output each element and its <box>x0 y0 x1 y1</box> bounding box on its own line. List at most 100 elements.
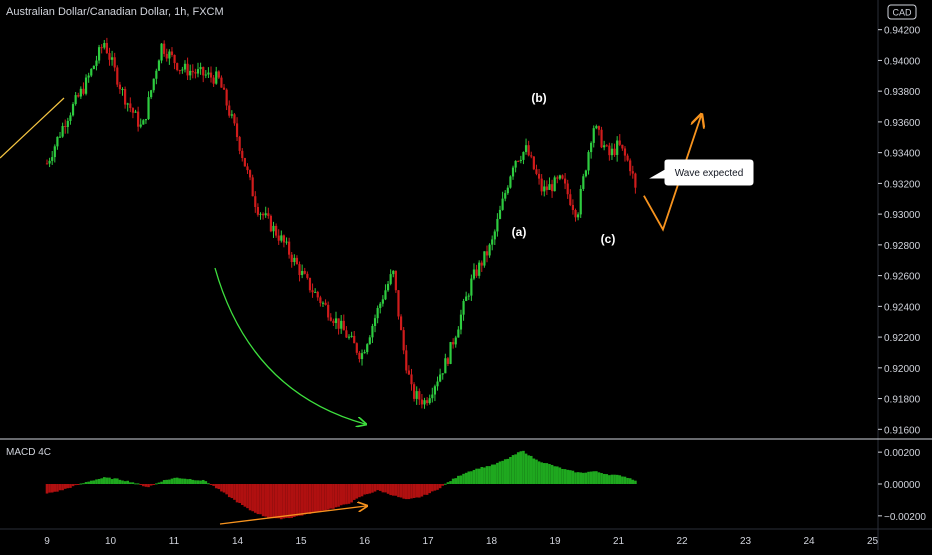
macd-bar <box>615 474 619 484</box>
candle <box>397 290 400 320</box>
macd-bar <box>282 484 286 519</box>
macd-bar <box>600 473 603 484</box>
macd-bar <box>563 469 567 484</box>
candle <box>379 301 382 314</box>
candle <box>353 330 356 344</box>
macd-bar <box>115 478 119 484</box>
projection-zigzag[interactable] <box>643 116 701 232</box>
trendline-drawing[interactable] <box>0 97 65 159</box>
price-tick-label: 0.94200 <box>884 26 921 37</box>
macd-bar <box>342 484 346 505</box>
candle <box>176 62 179 72</box>
macd-bar <box>207 483 210 485</box>
candle <box>465 291 468 302</box>
candle <box>131 107 135 119</box>
macd-bar <box>519 451 523 484</box>
candle <box>569 189 572 207</box>
candle <box>246 163 249 174</box>
macd-bar <box>490 464 494 484</box>
candle <box>522 151 525 165</box>
candle <box>386 281 390 292</box>
callout-box[interactable]: Wave expected <box>649 159 754 186</box>
macd-bar <box>514 454 517 484</box>
price-tick-label: 0.92200 <box>884 333 921 344</box>
time-axis[interactable]: 9 10 11 14 15 16 17 18 19 21 22 23 24 25 <box>44 536 878 547</box>
candle <box>264 206 267 218</box>
time-tick-label: 16 <box>359 536 371 547</box>
macd-bar <box>160 481 163 484</box>
macd-bar <box>76 484 80 485</box>
candle <box>230 110 233 119</box>
candle <box>168 49 171 65</box>
candle <box>376 305 379 324</box>
macd-bar <box>571 470 575 484</box>
candle <box>160 43 163 64</box>
candle <box>527 140 530 157</box>
macd-bar <box>233 484 236 500</box>
macd-bar <box>415 484 418 498</box>
macd-bar <box>483 467 486 484</box>
candle <box>470 274 473 301</box>
macd-bar <box>631 479 635 484</box>
macd-bar <box>449 481 452 484</box>
candle <box>399 314 403 331</box>
candle <box>282 234 286 248</box>
candle <box>121 87 124 96</box>
candle <box>178 69 181 75</box>
macd-bar <box>423 484 426 495</box>
candle <box>108 47 111 66</box>
macd-bar <box>394 484 398 496</box>
candle <box>488 243 491 258</box>
macd-bar <box>97 478 101 484</box>
macd-bar <box>626 477 629 484</box>
candle <box>410 368 413 391</box>
macd-bar <box>110 479 114 484</box>
candle <box>373 314 377 333</box>
price-tick-label: 0.94000 <box>884 56 921 67</box>
macd-bar <box>173 477 176 484</box>
macd-bar <box>467 471 471 484</box>
candle <box>561 174 564 180</box>
macd-bar <box>516 452 520 484</box>
macd-bar <box>92 480 96 484</box>
macd-divergence-arrow[interactable] <box>219 506 366 525</box>
macd-bar <box>280 484 283 520</box>
candle <box>498 205 502 220</box>
macd-bar <box>129 482 132 484</box>
macd-bar <box>261 484 265 517</box>
candle <box>267 207 270 219</box>
price-tick-label: 0.92400 <box>884 302 921 313</box>
candle <box>371 323 374 344</box>
price-tick-label: 0.91600 <box>884 425 921 436</box>
candle <box>587 150 590 175</box>
macd-bar <box>181 478 184 484</box>
macd-bar <box>436 484 439 490</box>
candle <box>491 235 494 251</box>
macd-bar <box>79 483 83 485</box>
currency-badge-text: CAD <box>892 8 912 18</box>
macd-bar <box>58 484 62 491</box>
candle <box>48 157 51 168</box>
time-tick-label: 15 <box>295 536 307 547</box>
macd-axis[interactable]: 0.00200 0.00000 −0.00200 <box>878 448 926 523</box>
macd-bar <box>610 474 614 484</box>
macd-bar <box>498 461 502 484</box>
macd-bar <box>574 472 577 484</box>
macd-bar <box>561 468 564 484</box>
macd-bar <box>410 484 413 499</box>
price-axis[interactable]: 0.94200 0.94000 0.93800 0.93600 0.93400 0.932… <box>878 26 921 437</box>
candle <box>457 326 460 338</box>
candle <box>618 134 621 147</box>
macd-bar <box>243 484 247 507</box>
candle <box>90 68 93 78</box>
candle <box>82 82 85 96</box>
downtrend-curve-arrow[interactable] <box>214 267 365 424</box>
macd-bar <box>597 472 601 484</box>
candle <box>556 175 559 184</box>
candle <box>579 185 582 218</box>
macd-bar <box>155 483 158 485</box>
candle <box>381 295 384 307</box>
candle <box>595 124 598 130</box>
macd-bar <box>373 484 377 492</box>
